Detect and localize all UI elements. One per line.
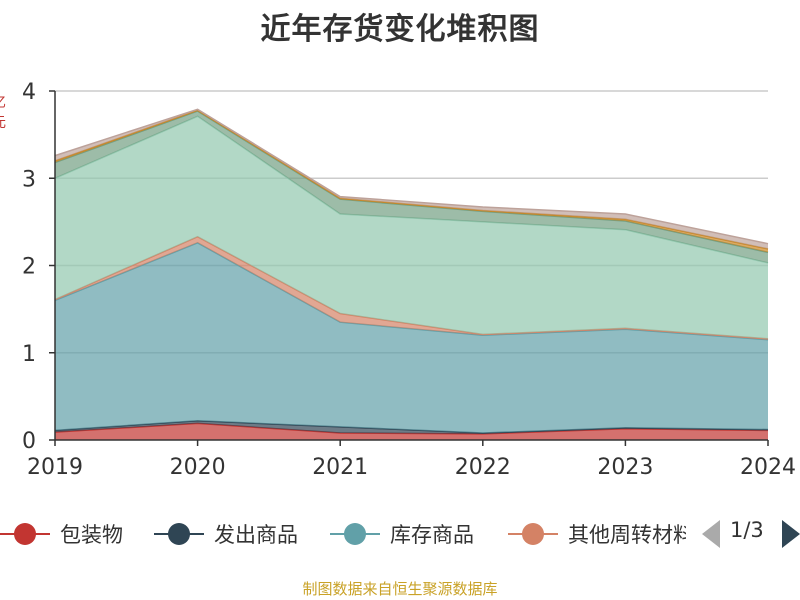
area-series-1 xyxy=(55,420,768,434)
area-series-0 xyxy=(55,423,768,440)
legend-label: 库存商品 xyxy=(390,523,474,547)
legend-label: 发出商品 xyxy=(214,523,298,547)
data-source-note: 制图数据来自恒生聚源数据库 xyxy=(302,580,498,598)
legend-marker-icon xyxy=(0,516,50,552)
legend-marker-icon xyxy=(154,516,204,552)
x-tick-label: 2022 xyxy=(455,455,511,480)
area-series-2 xyxy=(55,242,768,433)
legend-item-other-materials[interactable]: 其他周转材料 xyxy=(508,516,686,552)
x-tick-label: 2021 xyxy=(312,455,368,480)
area-series-4 xyxy=(55,116,768,339)
chart-plot: 0 1 2 3 4 2019 2020 2021 2022 2023 2024 xyxy=(22,80,796,480)
y-axis-label: 亿元 xyxy=(0,92,8,152)
legend-marker-icon xyxy=(330,516,380,552)
legend-item-shipped-goods[interactable]: 发出商品 xyxy=(154,516,298,552)
legend-prev-page-icon[interactable] xyxy=(702,520,720,548)
x-tick-label: 2023 xyxy=(597,455,653,480)
area-series-7 xyxy=(55,109,768,249)
legend-page-indicator: 1/3 xyxy=(730,518,764,542)
y-tick-label: 0 xyxy=(22,429,36,454)
area-series-3 xyxy=(55,236,768,340)
legend-label: 包装物 xyxy=(60,523,123,547)
legend-label: 其他周转材料 xyxy=(568,523,686,547)
y-tick-label: 2 xyxy=(22,255,36,280)
chart-title: 近年存货变化堆积图 xyxy=(260,12,540,47)
x-tick-label: 2024 xyxy=(740,455,796,480)
y-tick-label: 3 xyxy=(22,167,36,192)
series-line-7 xyxy=(54,108,769,245)
area-layer xyxy=(54,108,769,440)
x-tick-label: 2020 xyxy=(170,455,226,480)
legend-next-page-icon[interactable] xyxy=(782,520,800,548)
series-line-1 xyxy=(54,420,769,434)
legend-marker-icon xyxy=(508,516,558,552)
legend-item-packaging[interactable]: 包装物 xyxy=(0,516,123,552)
x-tick-label: 2019 xyxy=(27,455,83,480)
legend: 包装物 发出商品 库存商品 其他周转材料 xyxy=(0,516,686,552)
y-tick-label: 1 xyxy=(22,342,36,367)
legend-item-stock-goods[interactable]: 库存商品 xyxy=(330,516,474,552)
y-tick-label: 4 xyxy=(22,80,36,105)
axis-layer: 0 1 2 3 4 2019 2020 2021 2022 2023 2024 xyxy=(22,80,796,480)
area-series-5 xyxy=(55,111,768,263)
